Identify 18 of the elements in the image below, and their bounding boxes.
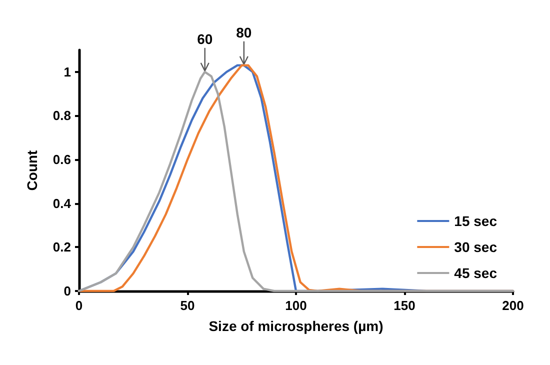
legend-label: 45 sec <box>454 265 498 281</box>
annotation: 60 <box>197 30 213 47</box>
annotation: 80 <box>236 24 252 40</box>
legend-label: 30 sec <box>454 239 498 255</box>
y-tick-label: 0.2 <box>52 240 71 255</box>
x-tick-label: 200 <box>502 298 524 313</box>
legend-label: 15 sec <box>454 213 498 229</box>
y-tick-label: 0.8 <box>52 108 71 124</box>
x-axis-title: Size of microspheres (µm) <box>208 318 384 334</box>
y-tick-label: 0.6 <box>52 152 71 168</box>
x-tick-label: 150 <box>394 298 416 313</box>
x-tick-label: 0 <box>75 298 83 313</box>
y-tick-label: 0 <box>64 284 71 298</box>
y-tick-label: 1 <box>64 64 71 80</box>
x-tick-label: 100 <box>285 298 307 313</box>
y-tick-label: 0.4 <box>52 196 72 211</box>
x-tick-label: 50 <box>180 298 195 313</box>
y-axis-title: Count <box>24 150 40 191</box>
